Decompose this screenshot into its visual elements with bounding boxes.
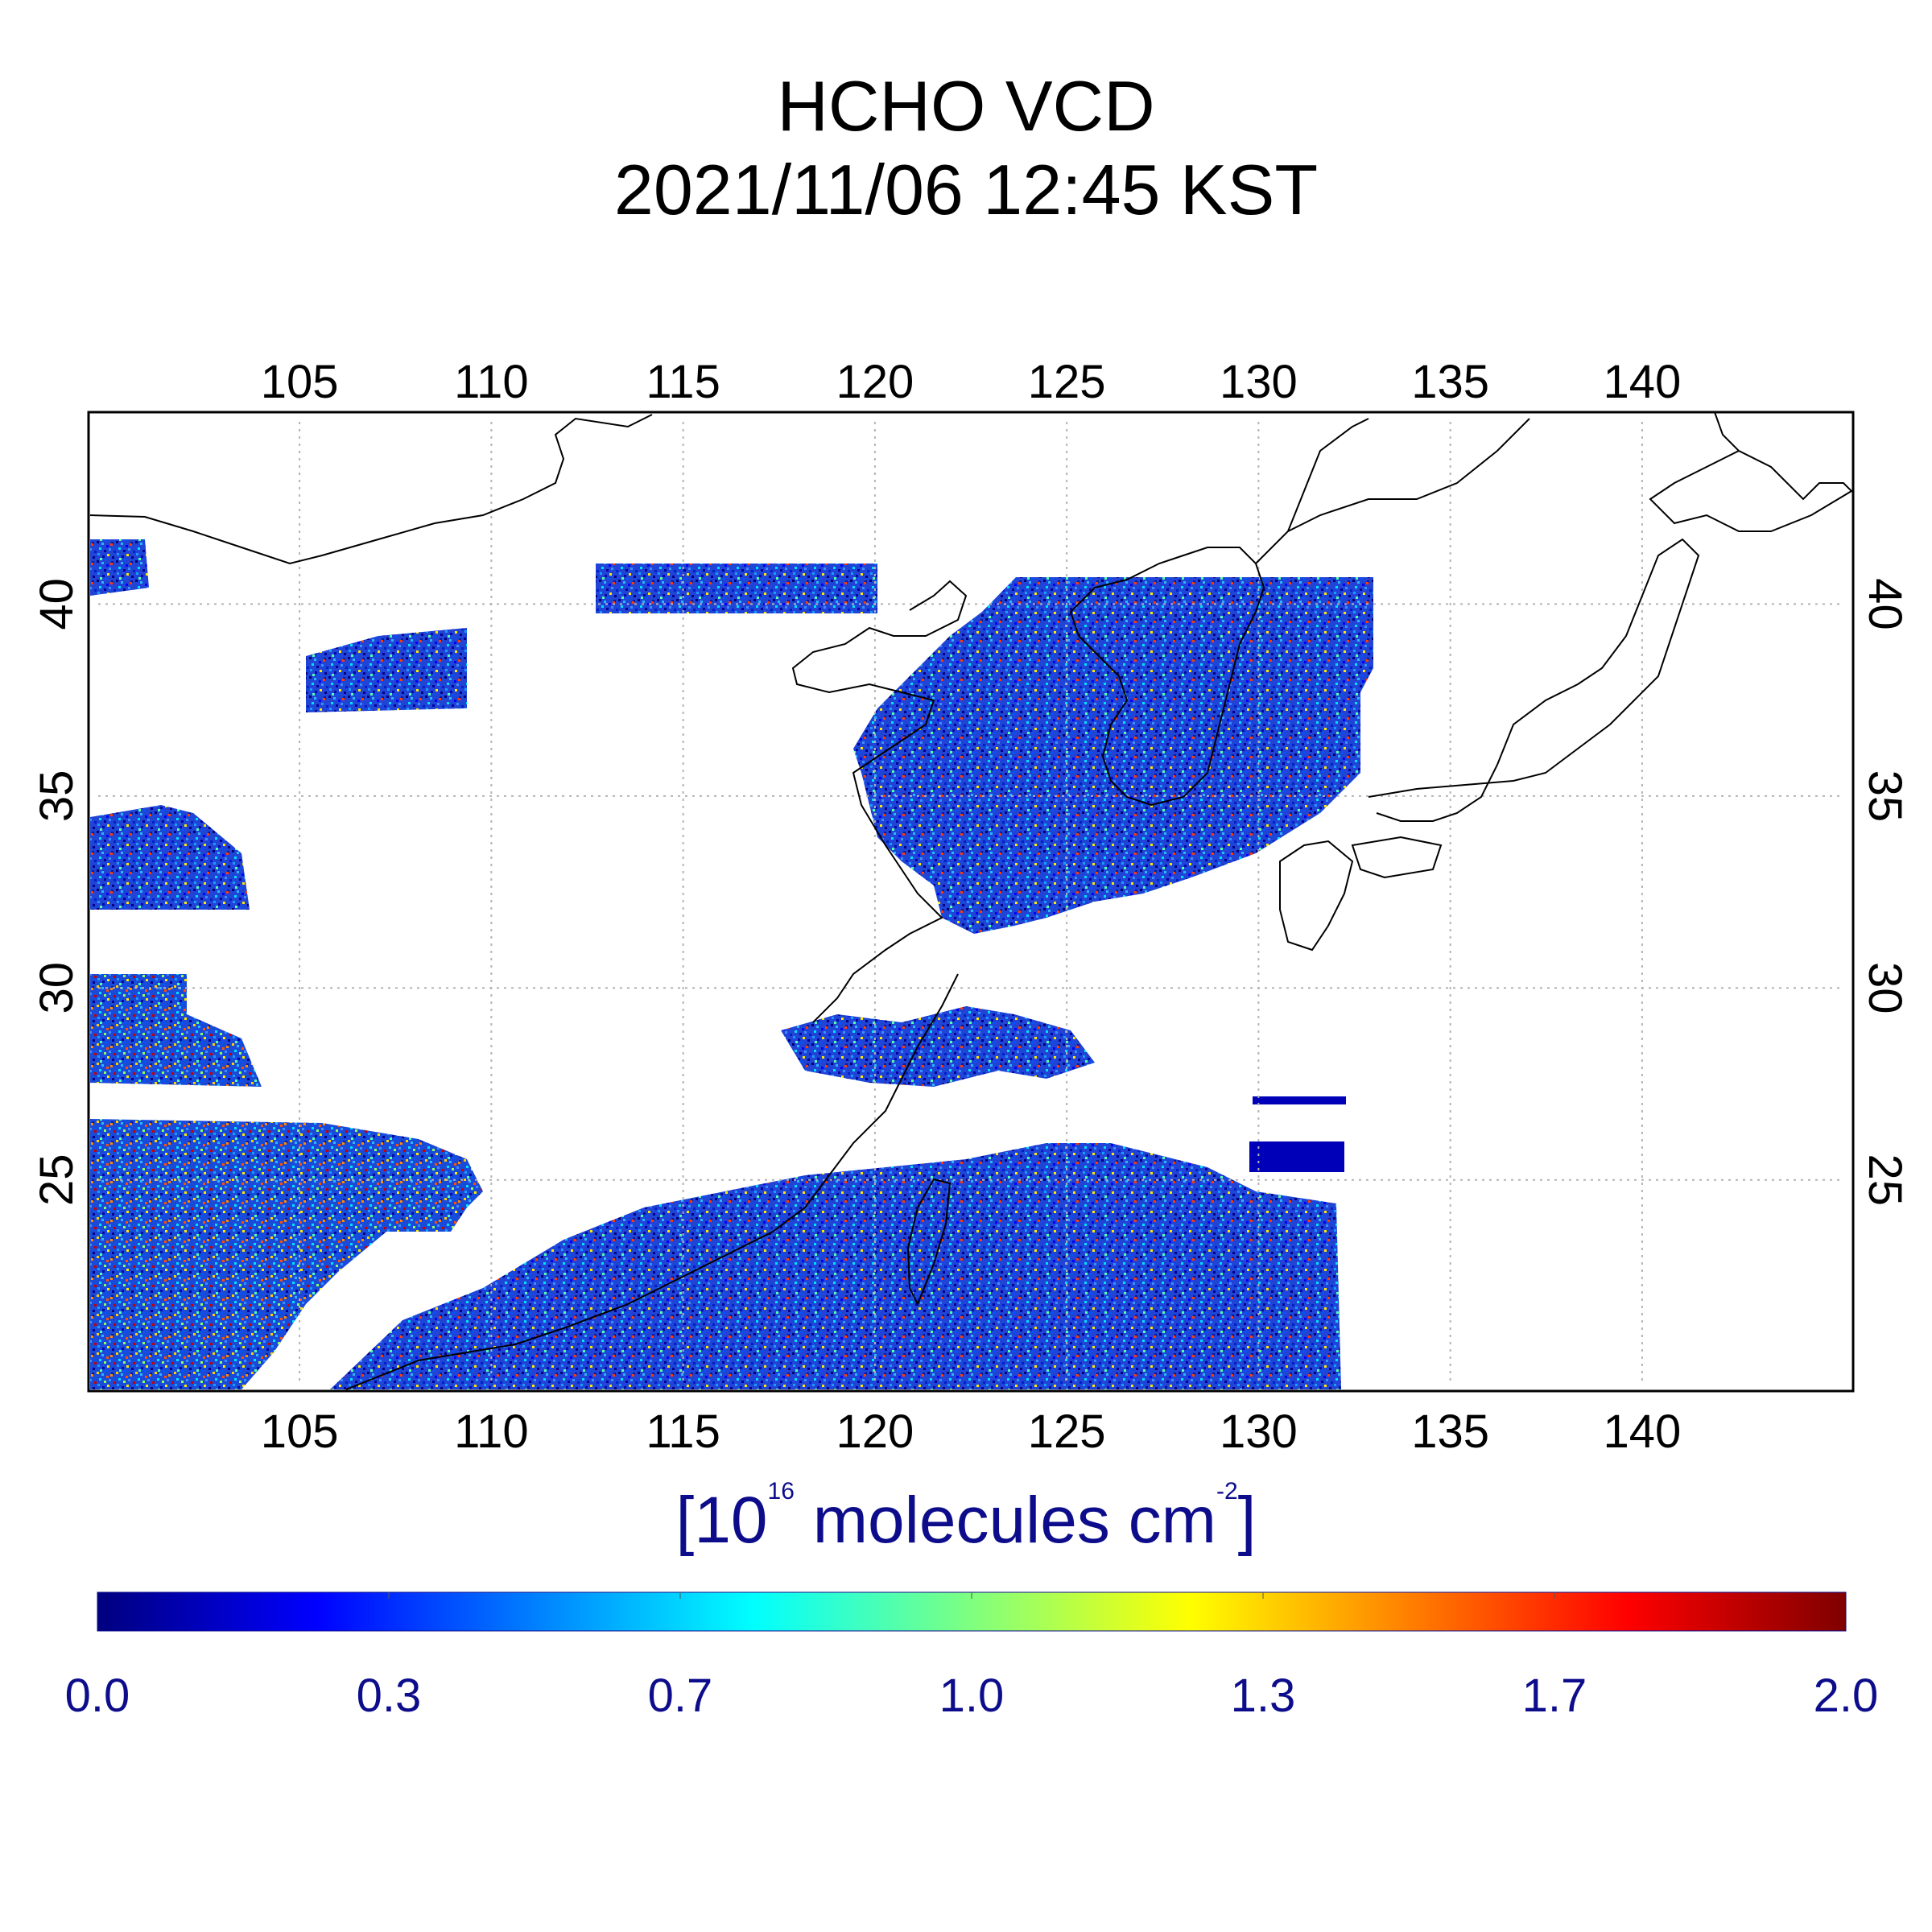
colorbar-unit-label: [1016 molecules cm-2] [0,1480,1932,1554]
coast-honshu [1368,538,1700,822]
coast-korea [1069,547,1265,807]
coast-sakhalin [1714,412,1740,452]
colorbar-tick-label: 1.3 [1230,1670,1296,1722]
lat-tick-label: 35 [1859,770,1911,823]
data-swath-ryukyu-a [1253,1096,1346,1104]
data-swath-north [596,564,877,613]
coast-russia [1287,418,1530,532]
data-swath-west-30 [90,974,262,1087]
data-swath-west-35 [90,805,250,910]
coast-bohai [791,580,968,1023]
data-swath-ecs [781,1006,1095,1087]
lat-tick-labels-left: 40 35 30 25 [31,578,83,1206]
unit-prefix: [10 [675,1484,768,1557]
coast-taiwan [906,1178,952,1307]
coast-hokkaido [1649,449,1853,532]
colorbar-tick-label: 0.3 [356,1670,422,1722]
lon-tick-label: 130 [1220,1406,1298,1458]
hcho-data-layer [90,539,1373,1389]
map-timestamp: 2021/11/06 12:45 KST [613,150,1319,229]
lon-tick-labels-bottom: 105 110 115 120 125 130 135 140 [261,1406,1682,1458]
lat-tick-label: 40 [31,578,83,630]
colorbar-tick-label: 0.0 [64,1670,130,1722]
lat-tick-labels-right: 40 35 30 25 [1859,578,1911,1206]
colorbar-tick-label: 1.7 [1521,1670,1587,1722]
coast-china-south [345,973,959,1390]
lon-tick-label: 135 [1411,1406,1489,1458]
unit-suffix: ] [1237,1484,1257,1557]
colorbar-tick-label: 2.0 [1813,1670,1879,1722]
colorbar-ticks [388,1592,1555,1599]
coast-korea-north [1255,418,1369,564]
unit-text: molecules cm [794,1484,1216,1557]
lat-tick-label: 25 [1859,1154,1911,1206]
coastlines [89,412,1853,1390]
lon-tick-label: 105 [261,1406,339,1458]
lon-tick-label: 105 [261,356,339,408]
coast-mainland-north [89,414,653,565]
lon-tick-label: 125 [1028,1406,1106,1458]
data-swath-nw [90,539,149,596]
lon-tick-label: 135 [1411,356,1489,408]
lat-tick-label: 35 [31,770,83,823]
lat-tick-label: 30 [31,962,83,1014]
lon-tick-label: 130 [1220,356,1298,408]
data-swath-westblob [306,628,467,712]
lon-tick-label: 115 [646,1406,720,1458]
lon-tick-labels-top: 105 110 115 120 125 130 135 140 [261,356,1682,408]
lon-tick-label: 125 [1028,356,1106,408]
data-swath-korea [853,577,1373,934]
lon-tick-label: 140 [1604,1406,1682,1458]
lon-tick-label: 120 [836,356,914,408]
coast-shikoku [1351,836,1443,879]
unit-exponent-2: -2 [1216,1478,1238,1505]
lat-tick-label: 30 [1859,962,1911,1014]
colorbar-tick-label: 1.0 [939,1670,1005,1722]
data-swath-ryukyu-b [1249,1141,1344,1172]
lon-tick-label: 115 [646,356,720,408]
map-gridlines [98,422,1843,1381]
lat-tick-label: 40 [1859,578,1911,630]
lon-tick-label: 110 [454,356,528,408]
lon-tick-label: 110 [454,1406,528,1458]
data-swath-south [90,1119,483,1389]
lon-tick-label: 140 [1604,356,1682,408]
unit-exponent: 16 [767,1478,795,1505]
lat-tick-label: 25 [31,1154,83,1206]
data-swath-scs [330,1143,1341,1389]
map-title: HCHO VCD [777,66,1155,146]
colorbar-tick-label: 0.7 [647,1670,713,1722]
lon-tick-label: 120 [836,1406,914,1458]
coast-kyushu [1279,840,1354,952]
map-frame [87,411,1855,1393]
